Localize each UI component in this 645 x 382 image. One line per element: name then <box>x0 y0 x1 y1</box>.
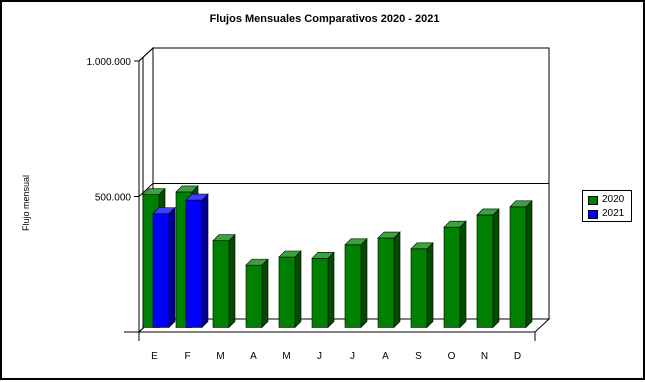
bar-2020-10-front <box>476 214 494 328</box>
bar-2020-3-front <box>245 264 263 328</box>
x-tick-label: O <box>448 351 456 362</box>
bar-2021-0-front <box>152 213 170 328</box>
x-tick-label: M <box>216 351 224 362</box>
x-tick-label: M <box>282 351 290 362</box>
bar-2020-4-top <box>278 250 302 258</box>
bar-2020-11-side <box>525 200 533 329</box>
bar-2020-7-top <box>377 231 401 239</box>
bar-2020-5-top <box>311 252 335 259</box>
bar-2020-11-front <box>509 206 527 328</box>
x-tick-label: F <box>184 351 190 362</box>
bar-2021-1 <box>185 193 209 329</box>
bar-2020-9-front <box>443 226 461 328</box>
bar-2021-1-side <box>201 193 209 329</box>
bar-2021-1-front <box>185 199 203 328</box>
gridline-side <box>138 183 154 197</box>
bar-2020-9-side <box>459 220 467 329</box>
bar-2020-2 <box>212 234 236 329</box>
y-tick-label: 500.000 <box>95 193 132 204</box>
bar-2020-0-top <box>142 188 166 195</box>
bar-2020-11-top <box>509 200 533 208</box>
bar-2020-2-top <box>212 234 236 242</box>
bar-2020-5-front <box>311 258 329 328</box>
bar-2020-7-front <box>377 237 395 328</box>
bar-2020-4-front <box>278 256 296 328</box>
bar-2020-11 <box>509 200 533 329</box>
bar-2020-2-front <box>212 240 230 328</box>
bar-2020-4 <box>278 250 302 329</box>
x-tick-label: A <box>382 351 389 362</box>
x-tick-label: A <box>250 351 257 362</box>
bar-2020-2-side <box>228 234 236 329</box>
bar-2021-0-top <box>152 207 176 214</box>
legend-label-2021: 2021 <box>602 208 625 219</box>
y-tick-label: 1.000.000 <box>87 57 132 68</box>
legend-swatch-2021 <box>588 210 598 219</box>
bar-2020-3-side <box>261 258 269 329</box>
x-tick-label: N <box>481 351 488 362</box>
chart-title: Flujos Mensuales Comparativos 2020 - 202… <box>209 13 440 25</box>
bar-2020-7 <box>377 231 401 329</box>
bar-2020-6-side <box>360 238 368 329</box>
bar-2020-8-side <box>426 242 434 329</box>
bar-2020-10-top <box>476 208 500 216</box>
bar-2020-5 <box>311 251 335 329</box>
bar-2020-3 <box>245 258 269 329</box>
bar-2020-5-side <box>327 251 335 329</box>
bar-2020-7-side <box>393 231 401 329</box>
bar-2021-0-side <box>168 206 176 329</box>
x-tick-label: J <box>317 351 322 362</box>
bar-2020-10-side <box>492 208 500 329</box>
bar-2020-9 <box>443 220 467 329</box>
bar-2020-8-front <box>410 248 428 328</box>
bar-2020-6-front <box>344 244 362 328</box>
x-tick-label: S <box>415 351 422 362</box>
bar-2021-0 <box>152 206 176 329</box>
legend-swatch-2020 <box>588 196 598 205</box>
bar-2020-9-top <box>443 220 467 228</box>
bar-2021-1-top <box>185 193 209 201</box>
bar-2020-10 <box>476 208 500 329</box>
legend-label-2020: 2020 <box>602 194 625 205</box>
gridline-side <box>138 47 154 62</box>
x-tick-label: E <box>151 351 158 362</box>
bar-2020-8-top <box>410 242 434 250</box>
bar-2020-4-side <box>294 250 302 329</box>
bar-2020-6-top <box>344 238 368 246</box>
bar-2020-6 <box>344 238 368 329</box>
bar-2020-1-top <box>175 185 199 193</box>
chart-legend: 2020 2021 <box>582 190 632 222</box>
bar-2020-8 <box>410 242 434 329</box>
x-tick-label: D <box>514 351 521 362</box>
x-tick-label: J <box>350 351 355 362</box>
bar-2020-3-top <box>245 258 269 266</box>
